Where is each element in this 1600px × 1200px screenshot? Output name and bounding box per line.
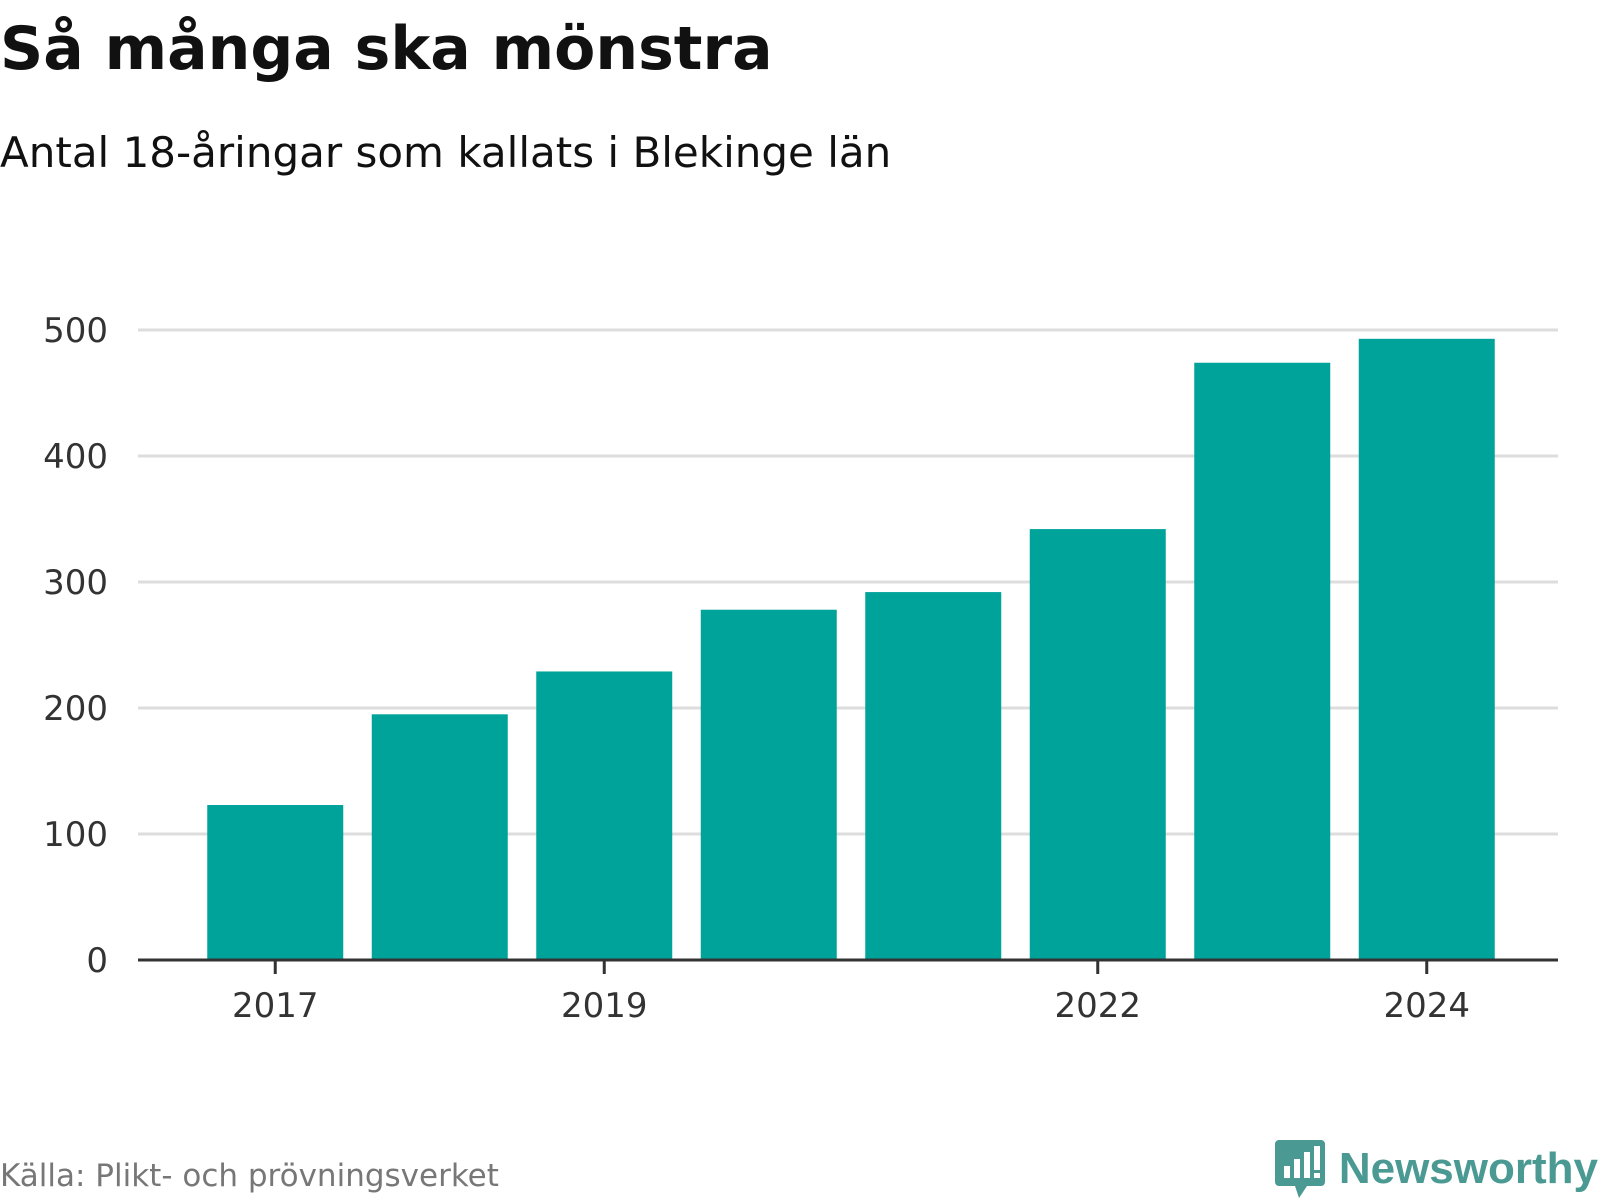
bar-chart-speech-bubble-icon <box>1274 1140 1325 1198</box>
gridlines <box>138 328 1558 836</box>
y-axis-labels: 0 100 200 300 400 500 <box>43 311 108 981</box>
bar-2020 <box>700 609 837 960</box>
brand-name: Newsworthy <box>1338 1144 1598 1193</box>
bar-2023 <box>1194 362 1331 960</box>
x-tick-label: 2022 <box>1054 986 1141 1026</box>
y-tick-label: 200 <box>43 689 108 729</box>
x-axis <box>138 958 1558 974</box>
bar-2018 <box>371 714 508 960</box>
bar-chart: 0 100 200 300 400 500 2017 2019 2022 2024 <box>43 311 1558 1026</box>
y-tick-label: 300 <box>43 563 108 603</box>
y-tick-label: 500 <box>43 311 108 351</box>
brand-logo: Newsworthy <box>1274 1140 1598 1198</box>
x-tick-label: 2019 <box>561 986 648 1026</box>
bar-2021 <box>865 592 1002 960</box>
chart-title: Så många ska mönstra <box>0 14 773 84</box>
chart-subtitle: Antal 18-åringar som kallats i Blekinge … <box>0 128 892 177</box>
bars <box>207 338 1495 960</box>
x-tick-label: 2017 <box>232 986 319 1026</box>
bar-2022 <box>1029 529 1166 960</box>
bar-2017 <box>207 805 344 960</box>
x-tick-label: 2024 <box>1383 986 1470 1026</box>
y-tick-label: 100 <box>43 815 108 855</box>
bar-2019 <box>536 671 673 960</box>
y-tick-label: 0 <box>86 941 108 981</box>
source-note: Källa: Plikt- och prövningsverket <box>0 1158 499 1194</box>
y-tick-label: 400 <box>43 437 108 477</box>
bar-2024 <box>1358 338 1495 960</box>
x-axis-labels: 2017 2019 2022 2024 <box>232 986 1470 1026</box>
